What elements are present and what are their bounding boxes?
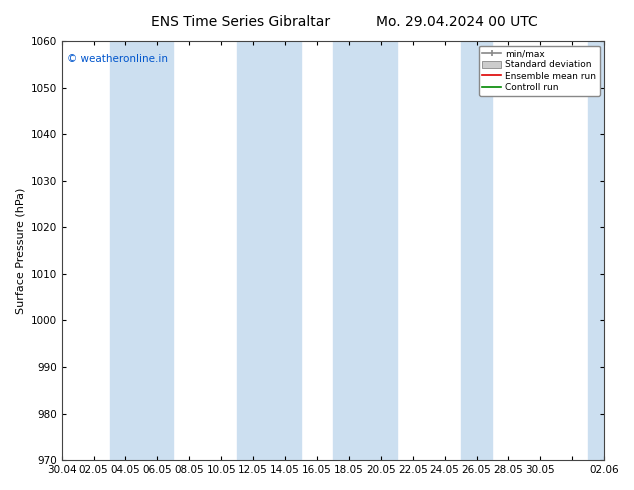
- Text: © weatheronline.in: © weatheronline.in: [67, 53, 168, 64]
- Bar: [237, 41, 301, 460]
- Bar: [460, 41, 493, 460]
- Legend: min/max, Standard deviation, Ensemble mean run, Controll run: min/max, Standard deviation, Ensemble me…: [479, 46, 600, 96]
- Text: Mo. 29.04.2024 00 UTC: Mo. 29.04.2024 00 UTC: [375, 15, 538, 29]
- Bar: [333, 41, 397, 460]
- Bar: [588, 41, 620, 460]
- Bar: [110, 41, 173, 460]
- Text: ENS Time Series Gibraltar: ENS Time Series Gibraltar: [152, 15, 330, 29]
- Y-axis label: Surface Pressure (hPa): Surface Pressure (hPa): [15, 187, 25, 314]
